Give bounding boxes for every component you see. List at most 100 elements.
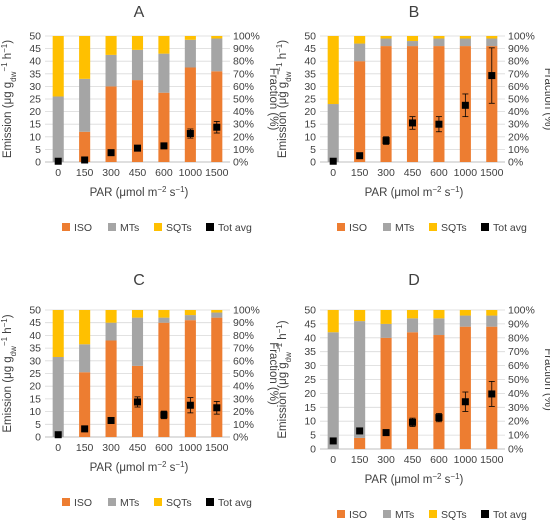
x-tick-label: 0 (55, 442, 61, 454)
y-tick-label: 5 (310, 144, 316, 156)
y2-tick-label: 90% (233, 43, 254, 55)
bar-segment-sqts (79, 36, 91, 79)
bar-segment-mts (211, 312, 223, 318)
bar-segment-iso (459, 326, 471, 449)
tot-avg-marker (409, 418, 416, 426)
legend-label: Tot avg (218, 222, 252, 234)
y-tick-label: 10 (29, 131, 41, 143)
x-axis-title: PAR (μmol m−2 s−1) (365, 185, 464, 200)
bar-segment-mts (433, 318, 445, 336)
bar-segment-iso (433, 335, 445, 449)
x-axis-title: PAR (μmol m−2 s−1) (90, 460, 189, 475)
x-tick-label: 600 (155, 167, 173, 179)
y2-tick-label: 100% (233, 305, 260, 317)
bar-segment-mts (211, 38, 223, 72)
bar-segment-mts (131, 317, 144, 366)
bar-segment-mts (184, 39, 196, 68)
tot-avg-marker (81, 425, 89, 433)
x-tick-label: 300 (377, 167, 395, 179)
y-tick-label: 40 (304, 332, 316, 344)
legend-swatch-mts (383, 510, 391, 518)
y2-tick-label: 80% (233, 330, 254, 342)
tot-avg-marker (54, 157, 62, 165)
bar-segment-iso (79, 372, 91, 437)
y2-tick-label: 60% (233, 355, 254, 367)
tot-avg-marker (54, 431, 62, 439)
bar-segment-iso (211, 71, 223, 162)
bar-segment-mts (486, 315, 498, 327)
bar-segment-iso (184, 320, 196, 437)
y2-tick-label: 50% (233, 94, 254, 106)
y2-tick-label: 20% (508, 416, 529, 428)
y2-tick-label: 60% (508, 360, 529, 372)
y-axis-title: Emission (μg gdw−1 h−1) (275, 320, 293, 438)
y-tick-label: 50 (304, 305, 316, 317)
y2-tick-label: 50% (508, 374, 529, 386)
bar-segment-sqts (184, 310, 196, 316)
bar-segment-sqts (354, 36, 366, 44)
panel-title: C (133, 272, 145, 289)
y-axis-title: Emission (μg gdw−1 h−1) (0, 40, 18, 158)
tot-avg-marker (461, 398, 469, 406)
y2-tick-label: 70% (233, 343, 254, 355)
tot-avg-marker (134, 398, 141, 406)
bar-segment-iso (105, 86, 117, 162)
bar-segment-iso (131, 80, 144, 162)
y-tick-label: 45 (29, 317, 41, 329)
panel-title: D (408, 272, 420, 289)
y-tick-label: 15 (29, 119, 41, 131)
legend-swatch-iso (337, 510, 345, 518)
x-tick-label: 150 (76, 167, 94, 179)
y-tick-label: 0 (35, 432, 41, 444)
y2-tick-label: 20% (233, 406, 254, 418)
tot-avg-marker (213, 404, 221, 412)
y-tick-label: 5 (35, 419, 41, 431)
bar-segment-iso (406, 332, 419, 449)
chart-panel-c: C051015202530354045500%10%20%30%40%50%60… (0, 272, 279, 509)
bar-segment-sqts (52, 310, 64, 357)
panel-title: A (134, 4, 145, 21)
legend-swatch-iso (337, 223, 345, 231)
x-tick-label: 600 (430, 167, 448, 179)
legend-label: ISO (349, 222, 367, 234)
legend-swatch-tot-avg (481, 223, 489, 231)
x-tick-label: 300 (102, 167, 120, 179)
bar-segment-mts (380, 323, 392, 338)
legend-label: ISO (74, 222, 92, 234)
bar-segment-mts (380, 38, 392, 47)
tot-avg-marker (488, 72, 496, 80)
bar-segment-sqts (380, 36, 392, 39)
y2-tick-label: 100% (508, 305, 535, 317)
legend-label: Tot avg (493, 222, 527, 234)
bar-segment-sqts (486, 310, 498, 316)
bar-segment-mts (327, 104, 339, 162)
y-tick-label: 25 (304, 374, 316, 386)
x-tick-label: 1000 (179, 442, 203, 454)
bar-segment-mts (406, 318, 419, 333)
tot-avg-marker (81, 156, 89, 164)
legend-swatch-sqts (154, 223, 162, 231)
bar-segment-iso (184, 67, 196, 162)
bar-segment-mts (52, 356, 64, 437)
y-tick-label: 25 (304, 94, 316, 106)
x-tick-label: 0 (55, 167, 61, 179)
y2-tick-label: 80% (508, 56, 529, 68)
y2-tick-label: 30% (233, 119, 254, 131)
bar-segment-sqts (354, 310, 366, 322)
bar-segment-mts (158, 53, 170, 93)
x-tick-label: 0 (330, 167, 336, 179)
legend-label: Tot avg (218, 497, 252, 509)
chart-panel-a: A051015202530354045500%10%20%30%40%50%60… (0, 4, 279, 234)
y2-tick-label: 20% (233, 131, 254, 143)
y-tick-label: 25 (29, 368, 41, 380)
y2-tick-label: 50% (508, 94, 529, 106)
y-tick-label: 45 (29, 43, 41, 55)
bar-segment-iso (158, 322, 170, 437)
chart-panel-b: B051015202530354045500%10%20%30%40%50%60… (275, 4, 550, 234)
x-tick-label: 1000 (454, 167, 478, 179)
bar-segment-sqts (406, 310, 419, 319)
bar-segment-iso (406, 46, 419, 162)
y2-tick-label: 0% (508, 444, 523, 456)
tot-avg-marker (107, 149, 115, 157)
bar-segment-sqts (211, 310, 223, 313)
